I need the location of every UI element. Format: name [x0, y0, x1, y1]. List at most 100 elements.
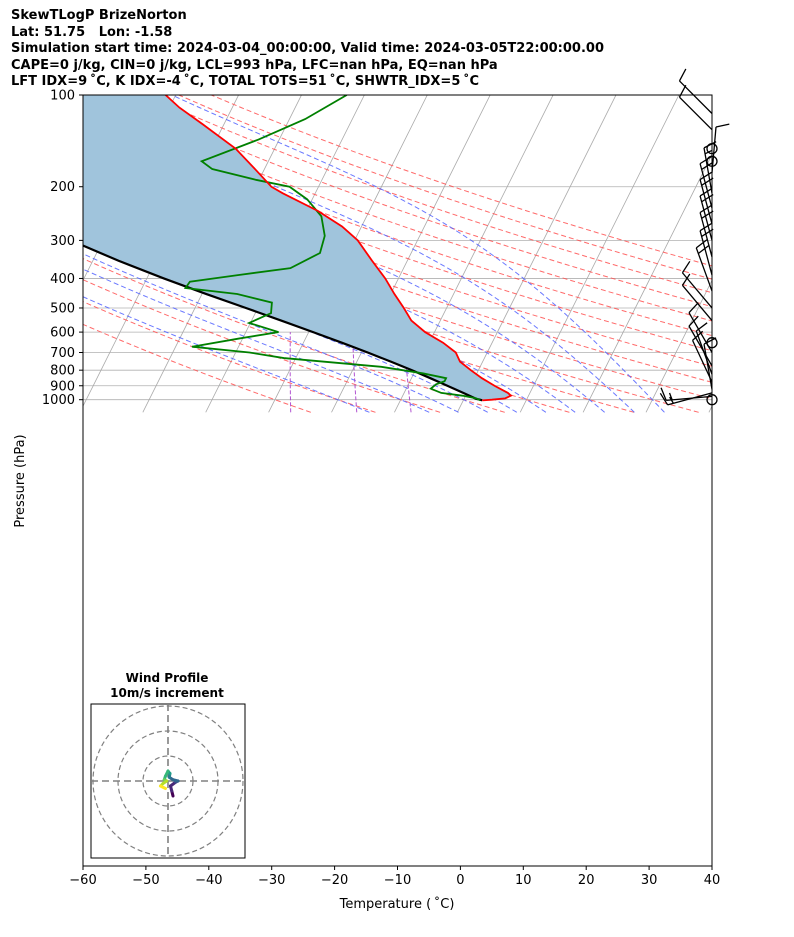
hodograph-segment [159, 784, 167, 790]
x-tick-label: 30 [641, 873, 658, 888]
moist-adiabat-line [171, 95, 665, 413]
barb-shaft [695, 247, 713, 292]
y-tick-label: 800 [50, 364, 75, 379]
dry-adiabat-line [83, 144, 712, 367]
barb-flag-full [701, 228, 714, 238]
wind-barb [711, 123, 730, 173]
barb-flag-full [699, 222, 712, 232]
barb-flag-full [699, 188, 712, 197]
barb-flag-full [688, 302, 699, 314]
y-tick-label: 700 [50, 346, 75, 361]
x-axis-label: Temperature ( ˚C) [339, 896, 455, 912]
barb-shaft [711, 126, 717, 173]
mixing-ratio-line [289, 332, 292, 413]
moist-adiabat-line [83, 169, 576, 413]
barb-flag-half [669, 396, 674, 404]
chart-title: SkewTLogP BrizeNorton [11, 8, 187, 23]
dry-adiabat-line [83, 301, 376, 413]
isotherm-line [0, 81, 57, 412]
barb-flag-full [699, 204, 712, 214]
barb-shaft [681, 284, 713, 322]
parcel-profile-line [83, 244, 483, 402]
isotherm-line [519, 95, 680, 413]
isotherm-line [456, 95, 617, 413]
inset-subtitle: 10m/s increment [110, 686, 224, 700]
y-tick-label: 900 [50, 379, 75, 394]
wind-barb [699, 222, 714, 276]
barb-flag-half [668, 392, 673, 401]
moist-adiabat-line [83, 268, 430, 413]
y-axis-label: Pressure (hPa) [13, 434, 28, 527]
barb-shaft [699, 212, 713, 258]
calm-wind-marker [706, 143, 718, 155]
barb-shaft [699, 195, 713, 241]
wind-barb [678, 84, 713, 131]
barb-flag-full [697, 244, 710, 254]
wind-barb [699, 171, 714, 225]
isotherm-line [331, 95, 491, 413]
x-tick-label: −40 [195, 873, 222, 888]
y-tick-label: 300 [50, 234, 75, 249]
wind-barb [681, 273, 713, 322]
barb-shaft [699, 163, 713, 209]
x-tick-label: −20 [321, 873, 348, 888]
chart-header: SkewTLogP BrizeNorton Lat: 51.75 Lon: -1… [11, 8, 604, 91]
y-tick-label: 400 [50, 272, 75, 287]
x-tick-label: 0 [456, 873, 464, 888]
calm-wind-marker [706, 337, 718, 349]
barb-flag-full [699, 171, 712, 181]
mixing-ratio-line [351, 332, 358, 413]
parcel-area-fill [83, 95, 511, 401]
y-tick-label: 200 [50, 180, 75, 195]
dry-adiabat-line [83, 323, 312, 413]
x-tick-label: 20 [578, 873, 595, 888]
x-tick-label: −10 [384, 873, 411, 888]
temperature-profile-line [165, 95, 513, 402]
moist-adiabat-line [83, 296, 370, 413]
y-tick-label: 1000 [42, 393, 75, 408]
moist-adiabat-line [83, 253, 459, 413]
barb-shaft [688, 325, 713, 367]
barb-flag-full [701, 177, 714, 186]
hodograph-plot [91, 704, 245, 858]
calm-wind-marker [706, 155, 718, 167]
dewpoint-profile-line [183, 95, 481, 402]
wind-barb [699, 204, 714, 258]
y-tick-label: 600 [50, 326, 75, 341]
barb-shaft [667, 392, 713, 406]
barb-flag-full [660, 387, 667, 401]
y-tick-label: 100 [50, 89, 75, 104]
barb-shaft [703, 147, 713, 194]
barb-flag-full [715, 123, 730, 128]
isotherm-line [582, 153, 712, 413]
barb-flag-full [681, 273, 691, 286]
wind-barb [659, 392, 713, 406]
x-tick-label: 10 [515, 873, 532, 888]
dry-adiabat-line [144, 95, 712, 294]
wind-barb [681, 260, 713, 309]
x-tick-label: −30 [258, 873, 285, 888]
dry-adiabat-line [83, 180, 712, 400]
barb-shaft [703, 343, 713, 390]
dry-adiabat-line [83, 111, 712, 337]
moist-adiabat-line [83, 99, 635, 413]
barb-flag-full [695, 239, 708, 249]
calm-wind-marker [706, 394, 718, 406]
barb-shaft [691, 340, 713, 383]
time-line: Simulation start time: 2024-03-04_00:00:… [11, 41, 604, 57]
barb-flag-full [701, 210, 714, 219]
x-tick-label: −60 [69, 873, 96, 888]
wind-barb [695, 239, 713, 292]
barb-shaft [699, 179, 713, 225]
indices-line: LFT IDX=9 ˚C, K IDX=-4 ˚C, TOTAL TOTS=51… [11, 74, 479, 90]
location-line: Lat: 51.75 Lon: -1.58 [11, 24, 173, 40]
parameters-line: CAPE=0 j/kg, CIN=0 j/kg, LCL=993 hPa, LF… [11, 57, 498, 73]
barb-shaft [666, 395, 713, 402]
y-tick-label: 500 [50, 301, 75, 316]
isotherm-line [708, 405, 712, 413]
isotherm-line [645, 279, 712, 413]
x-tick-label: −50 [132, 873, 159, 888]
inset-title: Wind Profile [126, 671, 209, 685]
dry-adiabat-line [112, 95, 712, 308]
